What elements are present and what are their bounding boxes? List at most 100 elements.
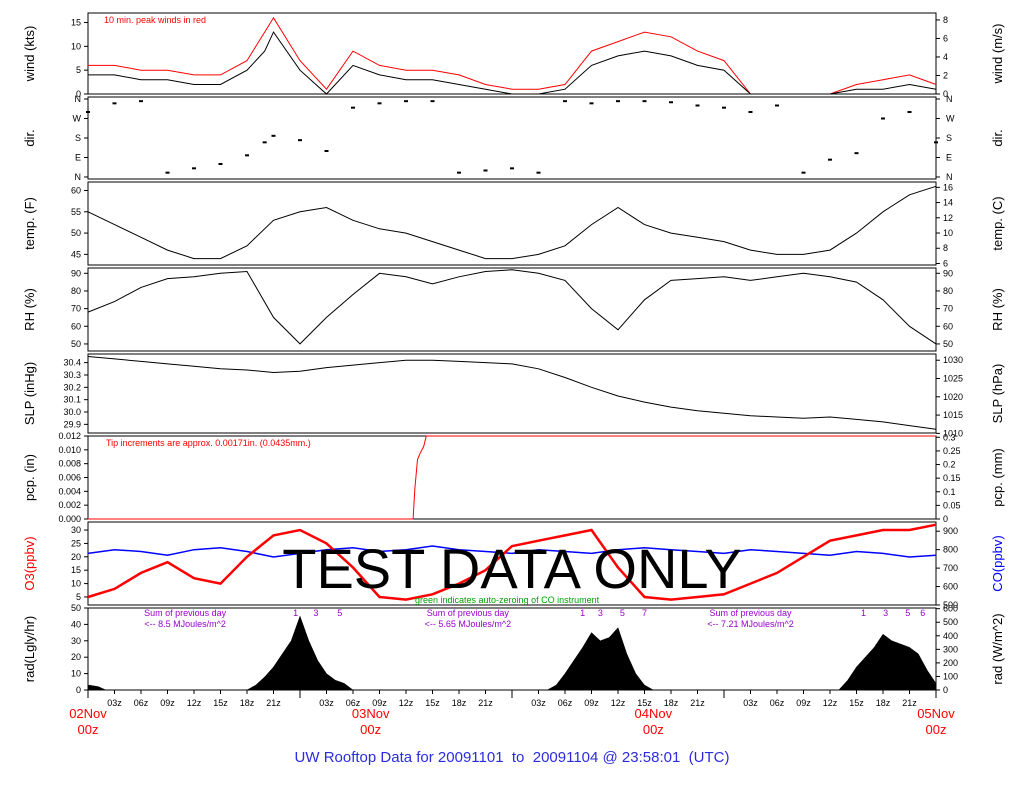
rad-note-line2: <-- 8.5 MJoules/m^2 xyxy=(144,619,226,629)
chem-ytick-label: 5 xyxy=(76,592,81,602)
wind-ytick-label: 10 xyxy=(71,41,81,51)
wind-ytick-right-label: 8 xyxy=(943,15,948,25)
time-hour-label: 15z xyxy=(425,698,440,708)
slp-ylabel: SLP (inHg) xyxy=(22,362,37,425)
rad-ytick-right-label: 600 xyxy=(943,604,958,614)
temp-line xyxy=(87,185,937,260)
dir-point xyxy=(165,171,170,174)
time-hour-label: 21z xyxy=(902,698,917,708)
rh-frame xyxy=(87,267,937,352)
slp-ytick-right-label: 1025 xyxy=(943,374,963,384)
dir-ytick-label: W xyxy=(73,114,82,124)
chem-ytick-label: 15 xyxy=(71,565,81,575)
time-hour-label: 18z xyxy=(664,698,679,708)
wind-ylabel-right: wind (m/s) xyxy=(990,24,1005,85)
dir-point xyxy=(351,106,355,109)
uv-index-label: 3 xyxy=(598,608,603,618)
time-hour-label: 18z xyxy=(452,698,467,708)
wind-ylabel: wind (kts) xyxy=(22,26,37,83)
wind-ytick-right-label: 2 xyxy=(943,70,948,80)
wind-ytick-right-label: 4 xyxy=(943,52,948,62)
rh-ytick-right-label: 70 xyxy=(943,304,953,314)
time-hour-label: 18z xyxy=(876,698,891,708)
time-hour-label: 21z xyxy=(478,698,493,708)
rad-ytick-label: 30 xyxy=(71,636,81,646)
uv-index-label: 3 xyxy=(313,608,318,618)
rad-ytick-right-label: 300 xyxy=(943,644,958,654)
time-hour-label: 06z xyxy=(770,698,785,708)
rad-note-line1: Sum of previous day xyxy=(144,608,227,618)
wind-frame xyxy=(87,12,937,95)
dir-ytick-right-label: N xyxy=(946,94,953,104)
dir-point xyxy=(536,171,541,174)
dir-point xyxy=(563,100,567,103)
rh-ytick-label: 80 xyxy=(71,286,81,296)
dir-point xyxy=(192,167,196,170)
time-hour-label: 09z xyxy=(372,698,387,708)
dir-point xyxy=(934,141,938,144)
dir-point xyxy=(112,102,117,105)
slp-ytick-label: 30.1 xyxy=(63,395,81,405)
time-day-sub-label: 00z xyxy=(360,722,381,737)
rh-ylabel-right: RH (%) xyxy=(990,288,1005,331)
chem-ytick-label: 20 xyxy=(71,552,81,562)
dir-point xyxy=(271,134,276,137)
rad-note-line2: <-- 5.65 MJoules/m^2 xyxy=(425,619,512,629)
pcp-ytick-right-label: 0.15 xyxy=(943,473,961,483)
temp-frame xyxy=(87,181,937,266)
dir-ytick-right-label: E xyxy=(946,153,952,163)
temp-ytick-label: 45 xyxy=(71,249,81,259)
time-hour-label: 03z xyxy=(319,698,334,708)
rad-ytick-right-label: 200 xyxy=(943,658,958,668)
time-hour-label: 12z xyxy=(187,698,202,708)
rad-ytick-label: 40 xyxy=(71,619,81,629)
slp-ytick-right-label: 1030 xyxy=(943,355,963,365)
rad-ylabel: rad(Lgly/hr) xyxy=(22,616,37,682)
uv-index-label: 5 xyxy=(905,608,910,618)
dir-ytick-label: N xyxy=(75,172,82,182)
dir-point xyxy=(669,101,673,104)
wind-ytick-right-label: 0 xyxy=(943,89,948,99)
temp-ytick-label: 55 xyxy=(71,207,81,217)
temp-ytick-right-label: 14 xyxy=(943,198,953,208)
rad-note-line1: Sum of previous day xyxy=(709,608,792,618)
dir-point xyxy=(722,106,726,109)
dir-ytick-right-label: W xyxy=(946,114,955,124)
dir-point xyxy=(262,141,267,144)
pcp-ytick-label: 0.000 xyxy=(58,514,81,524)
dir-point xyxy=(377,102,382,105)
pcp-ytick-right-label: 0 xyxy=(943,514,948,524)
pcp-ytick-label: 0.012 xyxy=(58,431,81,441)
temp-ytick-label: 50 xyxy=(71,228,81,238)
chem-annotation: green indicates auto-zeroing of CO instr… xyxy=(415,595,600,605)
wind-annotation: 10 min. peak winds in red xyxy=(104,15,206,25)
time-hour-label: 12z xyxy=(611,698,626,708)
temp-ytick-right-label: 16 xyxy=(943,182,953,192)
time-day-label: 05Nov xyxy=(917,706,955,721)
rad-ytick-right-label: 100 xyxy=(943,671,958,681)
time-hour-label: 09z xyxy=(796,698,811,708)
dir-point xyxy=(828,158,832,161)
chart-title: UW Rooftop Data for 20091101 to 20091104… xyxy=(294,749,730,766)
time-day-sub-label: 00z xyxy=(643,722,664,737)
pcp-ytick-label: 0.008 xyxy=(58,459,81,469)
rh-ylabel: RH (%) xyxy=(22,288,37,331)
temp-ylabel: temp. (F) xyxy=(22,197,37,250)
chem-ytick-label: 10 xyxy=(71,579,81,589)
slp-ytick-label: 30.0 xyxy=(63,407,81,417)
pcp-ytick-label: 0.002 xyxy=(58,500,81,510)
rh-ytick-right-label: 80 xyxy=(943,286,953,296)
pcp-ylabel-right: pcp. (mm) xyxy=(990,448,1005,507)
wind-ytick-label: 0 xyxy=(76,89,81,99)
uv-index-label: 7 xyxy=(642,608,647,618)
time-hour-label: 15z xyxy=(213,698,228,708)
o3-line xyxy=(87,523,937,601)
slp-ytick-label: 30.2 xyxy=(63,382,81,392)
pcp-ytick-right-label: 0.2 xyxy=(943,460,956,470)
pcp-ytick-label: 0.010 xyxy=(58,445,81,455)
wind-ytick-label: 15 xyxy=(71,18,81,28)
temp-ytick-right-label: 10 xyxy=(943,228,953,238)
rad-ytick-label: 0 xyxy=(76,685,81,695)
dir-point xyxy=(695,104,700,107)
